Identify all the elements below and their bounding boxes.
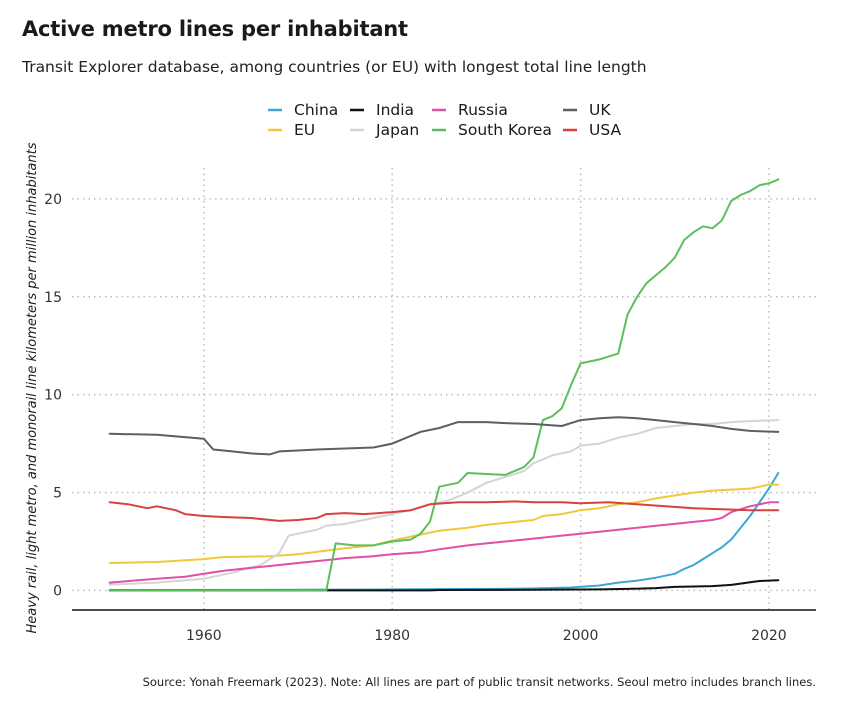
y-tick-label: 15 xyxy=(44,290,62,306)
x-tick-label: 2000 xyxy=(563,628,599,644)
source-note: Source: Yonah Freemark (2023). Note: All… xyxy=(142,675,816,689)
axes: 0 5 10 15 20 1960 1980 2000 2020 xyxy=(44,192,816,644)
legend-label-usa: USA xyxy=(589,121,621,139)
chart-title: Active metro lines per inhabitant xyxy=(22,17,408,41)
series-lines xyxy=(108,178,780,592)
series-line-india xyxy=(108,579,780,592)
legend-label-eu: EU xyxy=(294,121,315,139)
y-tick-label: 0 xyxy=(53,583,62,599)
x-tick-label: 1960 xyxy=(186,628,222,644)
y-tick-label: 20 xyxy=(44,192,62,208)
legend-label-japan: Japan xyxy=(375,121,419,139)
grid-lines xyxy=(72,168,816,610)
series-line-russia xyxy=(108,501,780,584)
legend-label-south-korea: South Korea xyxy=(458,121,552,139)
legend-label-uk: UK xyxy=(589,101,611,119)
chart-subtitle: Transit Explorer database, among countri… xyxy=(22,58,647,76)
series-line-south-korea xyxy=(108,178,780,592)
series-line-uk xyxy=(108,416,780,456)
legend-label-china: China xyxy=(294,101,338,119)
legend-label-russia: Russia xyxy=(458,101,508,119)
y-tick-label: 10 xyxy=(44,388,62,404)
y-tick-label: 5 xyxy=(53,486,62,502)
legend-label-india: India xyxy=(376,101,414,119)
x-tick-label: 1980 xyxy=(374,628,410,644)
series-line-japan xyxy=(108,419,780,586)
x-tick-label: 2020 xyxy=(751,628,787,644)
series-line-usa xyxy=(108,500,780,522)
y-axis-title: Heavy rail, light metro, and monorail li… xyxy=(25,142,40,633)
legend: China India Russia UK EU Japan South Korea USA xyxy=(268,101,621,139)
series-line-eu xyxy=(108,483,780,564)
series-line-china xyxy=(108,472,780,591)
